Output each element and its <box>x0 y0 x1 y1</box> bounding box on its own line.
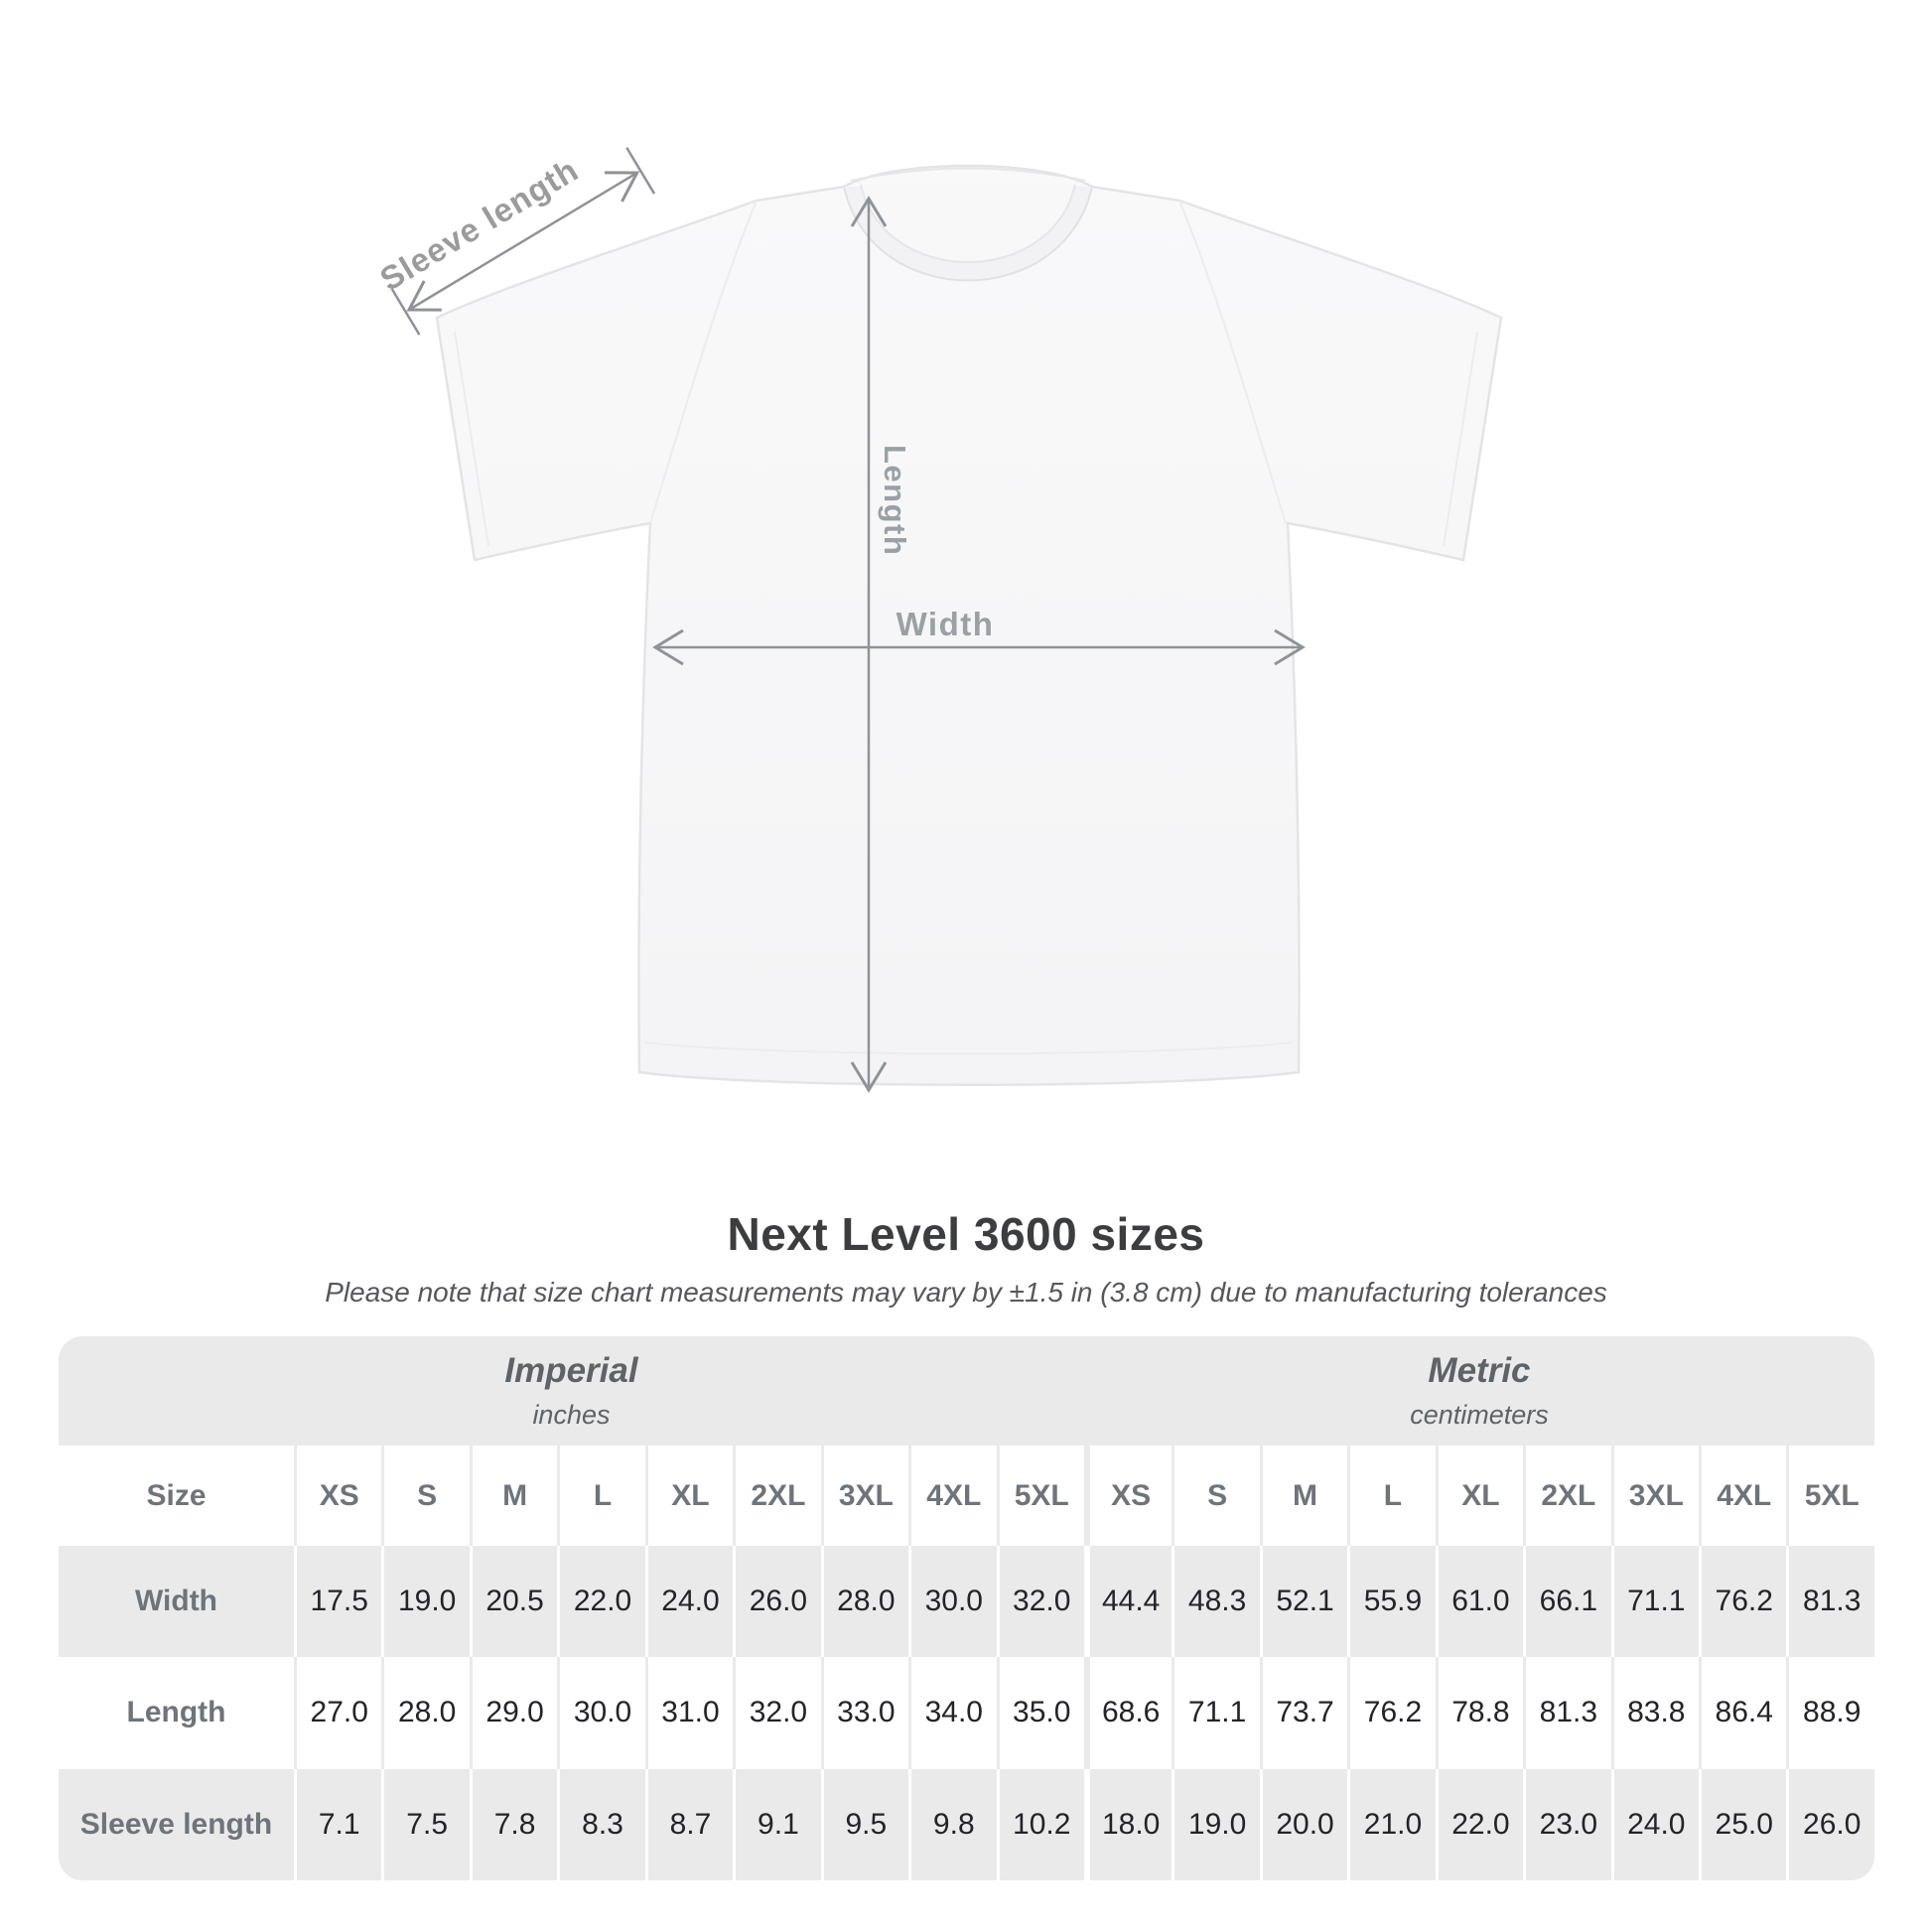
size-col-header-xs-metric: XS <box>1083 1446 1172 1546</box>
measurement-value-cell: 22.0 <box>1435 1768 1523 1880</box>
measurement-value-cell: 86.4 <box>1699 1657 1786 1769</box>
measurement-value-cell: 81.3 <box>1523 1657 1610 1769</box>
row-label-cell: Sleeve length <box>79 1807 273 1841</box>
measurement-value-cell: 71.1 <box>1610 1545 1699 1658</box>
size-col-header-4xl-imperial: 4XL <box>908 1446 996 1546</box>
measurement-value-cell: 26.0 <box>1786 1768 1874 1880</box>
page-title: Next Level 3600 sizes <box>727 1208 1205 1260</box>
measurement-value-cell: 30.0 <box>557 1657 644 1769</box>
size-chart-table: Imperial inches Metric centimeters Size XS S M L… <box>59 1336 1874 1880</box>
measurement-value-cell: 73.7 <box>1259 1657 1347 1769</box>
measurement-value-cell: 20.0 <box>1259 1768 1347 1880</box>
size-col-header-s-metric: S <box>1172 1446 1259 1546</box>
length-label: Length <box>878 445 912 556</box>
size-col-header-3xl-imperial: 3XL <box>820 1446 908 1546</box>
measurement-value-cell: 19.0 <box>381 1545 469 1658</box>
unit-group-sublabel: inches <box>532 1400 611 1431</box>
measurement-value-cell: 81.3 <box>1786 1545 1874 1658</box>
size-col-header-m-imperial: M <box>469 1446 557 1546</box>
measurement-value-cell: 30.0 <box>908 1545 996 1658</box>
measurement-value-cell: 35.0 <box>996 1657 1084 1769</box>
measurement-value-cell: 27.0 <box>294 1657 381 1769</box>
unit-group-metric: Metric centimeters <box>1084 1336 1874 1446</box>
measurement-value-cell: 7.8 <box>469 1768 557 1880</box>
measurement-value-cell: 21.0 <box>1347 1768 1435 1880</box>
measurement-value-cell: 22.0 <box>557 1545 644 1658</box>
measure-row-width: Width 17.5 19.0 20.5 22.0 24.0 26.0 28.0 30.0 32.… <box>59 1545 1874 1658</box>
size-header-row: Size XS S M L XL 2XL 3XL 4XL 5XL XS S M L XL 2XL 3XL 4XL 5… <box>59 1446 1874 1546</box>
measurement-value-cell: 48.3 <box>1172 1545 1259 1658</box>
measurement-value-cell: 9.8 <box>908 1768 996 1880</box>
measurement-value-cell: 8.7 <box>644 1768 733 1880</box>
measure-row-sleeve-length: Sleeve length 7.1 7.5 7.8 8.3 8.7 9.1 9.5 9.8 10.… <box>59 1768 1874 1880</box>
measurement-value-cell: 61.0 <box>1435 1545 1523 1658</box>
corner-header-size: Size <box>146 1478 207 1512</box>
size-col-header-3xl-metric: 3XL <box>1610 1446 1699 1546</box>
measurement-value-cell: 44.4 <box>1083 1545 1172 1658</box>
measure-row-length: Length 27.0 28.0 29.0 30.0 31.0 32.0 33.0 34.0 35… <box>59 1657 1874 1769</box>
measurement-value-cell: 8.3 <box>557 1768 644 1880</box>
measurement-value-cell: 83.8 <box>1610 1657 1699 1769</box>
size-col-header-2xl-imperial: 2XL <box>733 1446 820 1546</box>
tshirt-graphic <box>435 164 1503 1086</box>
size-col-header-4xl-metric: 4XL <box>1699 1446 1786 1546</box>
measurement-value-cell: 24.0 <box>644 1545 733 1658</box>
measurement-value-cell: 25.0 <box>1699 1768 1786 1880</box>
size-col-header-s-imperial: S <box>381 1446 469 1546</box>
unit-group-row: Imperial inches Metric centimeters <box>59 1336 1874 1446</box>
measurement-value-cell: 32.0 <box>996 1545 1084 1658</box>
unit-group-imperial: Imperial inches <box>59 1336 1084 1446</box>
size-col-header-xl-imperial: XL <box>644 1446 733 1546</box>
measurement-value-cell: 7.1 <box>294 1768 381 1880</box>
measurement-value-cell: 71.1 <box>1172 1657 1259 1769</box>
size-col-header-2xl-metric: 2XL <box>1523 1446 1610 1546</box>
measurement-value-cell: 32.0 <box>733 1657 820 1769</box>
measurement-value-cell: 28.0 <box>820 1545 908 1658</box>
measurement-value-cell: 31.0 <box>644 1657 733 1769</box>
measurement-value-cell: 9.5 <box>820 1768 908 1880</box>
measurement-value-cell: 28.0 <box>381 1657 469 1769</box>
size-col-header-m-metric: M <box>1259 1446 1347 1546</box>
size-col-header-5xl-metric: 5XL <box>1786 1446 1874 1546</box>
measurement-value-cell: 9.1 <box>733 1768 820 1880</box>
size-col-header-5xl-imperial: 5XL <box>996 1446 1084 1546</box>
unit-group-label: Imperial <box>504 1351 638 1391</box>
width-label: Width <box>897 606 995 642</box>
measurement-value-cell: 33.0 <box>820 1657 908 1769</box>
unit-group-label: Metric <box>1428 1351 1531 1391</box>
measurement-value-cell: 68.6 <box>1083 1657 1172 1769</box>
tshirt-diagram: Length Width Sleeve length <box>373 147 1503 1093</box>
size-col-header-l-metric: L <box>1347 1446 1435 1546</box>
size-col-header-xl-metric: XL <box>1435 1446 1523 1546</box>
measurement-value-cell: 88.9 <box>1786 1657 1874 1769</box>
size-col-header-l-imperial: L <box>557 1446 644 1546</box>
measurement-value-cell: 7.5 <box>381 1768 469 1880</box>
size-chart-card: Imperial inches Metric centimeters Size XS S M L… <box>59 1336 1874 1880</box>
measurement-value-cell: 78.8 <box>1435 1657 1523 1769</box>
measurement-value-cell: 76.2 <box>1699 1545 1786 1658</box>
measurement-value-cell: 55.9 <box>1347 1545 1435 1658</box>
row-label-cell: Length <box>126 1696 226 1729</box>
measurement-value-cell: 66.1 <box>1523 1545 1610 1658</box>
measurement-value-cell: 17.5 <box>294 1545 381 1658</box>
measurement-value-cell: 26.0 <box>733 1545 820 1658</box>
measurement-value-cell: 76.2 <box>1347 1657 1435 1769</box>
measurement-value-cell: 29.0 <box>469 1657 557 1769</box>
measurement-value-cell: 34.0 <box>908 1657 996 1769</box>
unit-group-sublabel: centimeters <box>1410 1400 1549 1431</box>
measurement-value-cell: 52.1 <box>1259 1545 1347 1658</box>
tolerance-note: Please note that size chart measurements… <box>325 1277 1607 1308</box>
measurement-value-cell: 10.2 <box>996 1768 1084 1880</box>
measurement-value-cell: 24.0 <box>1610 1768 1699 1880</box>
size-col-header-xs-imperial: XS <box>294 1446 381 1546</box>
row-label-cell: Width <box>134 1584 218 1617</box>
measurement-value-cell: 19.0 <box>1172 1768 1259 1880</box>
measurement-value-cell: 20.5 <box>469 1545 557 1658</box>
measurement-value-cell: 18.0 <box>1083 1768 1172 1880</box>
measurement-value-cell: 23.0 <box>1523 1768 1610 1880</box>
